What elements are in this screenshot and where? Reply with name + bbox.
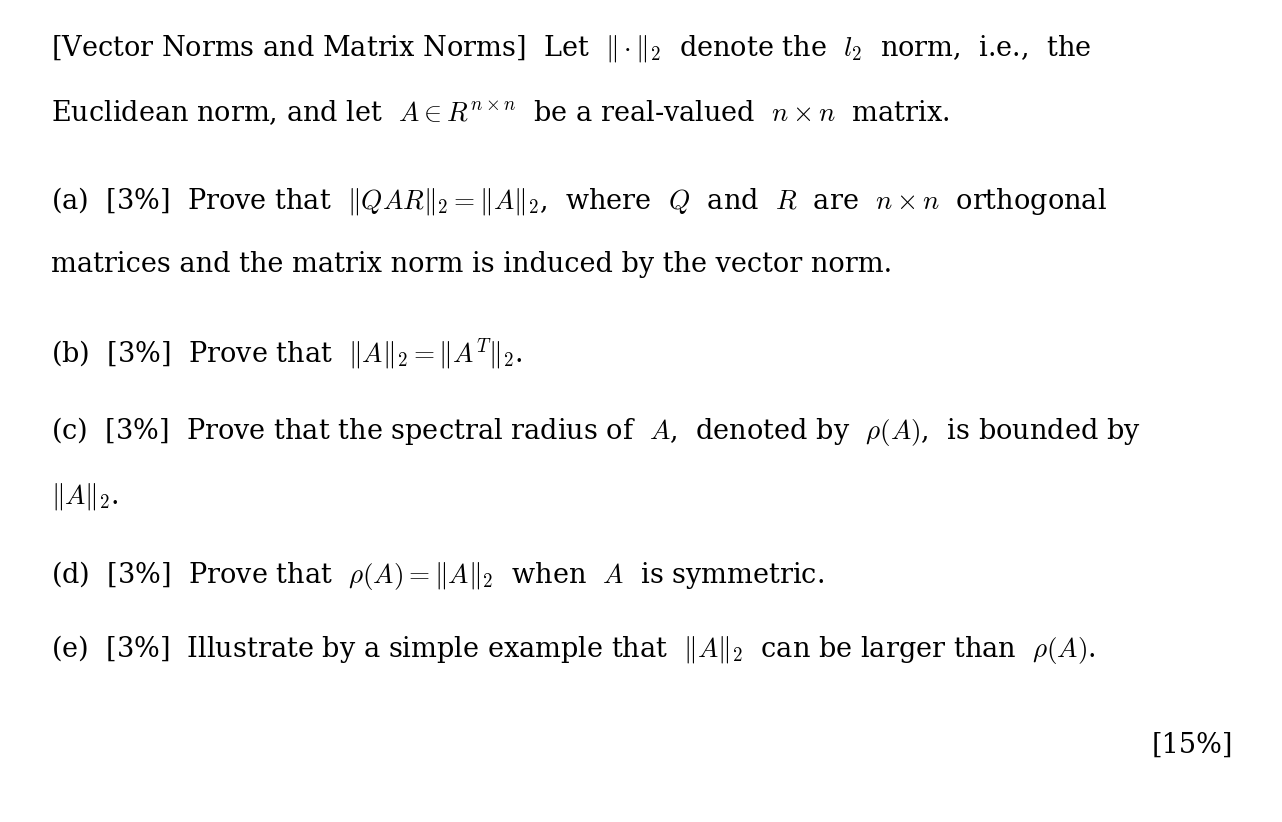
- Text: (b)  [3%]  Prove that  $\|A\|_2 = \|A^T\|_2$.: (b) [3%] Prove that $\|A\|_2 = \|A^T\|_2…: [51, 337, 523, 372]
- Text: (c)  [3%]  Prove that the spectral radius of  $A$,  denoted by  $\rho(A)$,  is b: (c) [3%] Prove that the spectral radius …: [51, 415, 1141, 448]
- Text: (e)  [3%]  Illustrate by a simple example that  $\|A\|_2$  can be larger than  $: (e) [3%] Illustrate by a simple example …: [51, 633, 1096, 666]
- Text: $\|A\|_2$.: $\|A\|_2$.: [51, 481, 119, 512]
- Text: [15%]: [15%]: [1151, 732, 1233, 759]
- Text: Euclidean norm, and let  $A \in R^{n\times n}$  be a real-valued  $n \times n$  : Euclidean norm, and let $A \in R^{n\time…: [51, 99, 950, 127]
- Text: (a)  [3%]  Prove that  $\|QAR\|_2 = \|A\|_2$,  where  $Q$  and  $R$  are  $n \ti: (a) [3%] Prove that $\|QAR\|_2 = \|A\|_2…: [51, 185, 1108, 217]
- Text: matrices and the matrix norm is induced by the vector norm.: matrices and the matrix norm is induced …: [51, 251, 892, 278]
- Text: (d)  [3%]  Prove that  $\rho(A) = \|A\|_2$  when  $A$  is symmetric.: (d) [3%] Prove that $\rho(A) = \|A\|_2$ …: [51, 559, 824, 592]
- Text: [Vector Norms and Matrix Norms]  Let  $\|\cdot\|_2$  denote the  $l_2$  norm,  i: [Vector Norms and Matrix Norms] Let $\|\…: [51, 33, 1091, 64]
